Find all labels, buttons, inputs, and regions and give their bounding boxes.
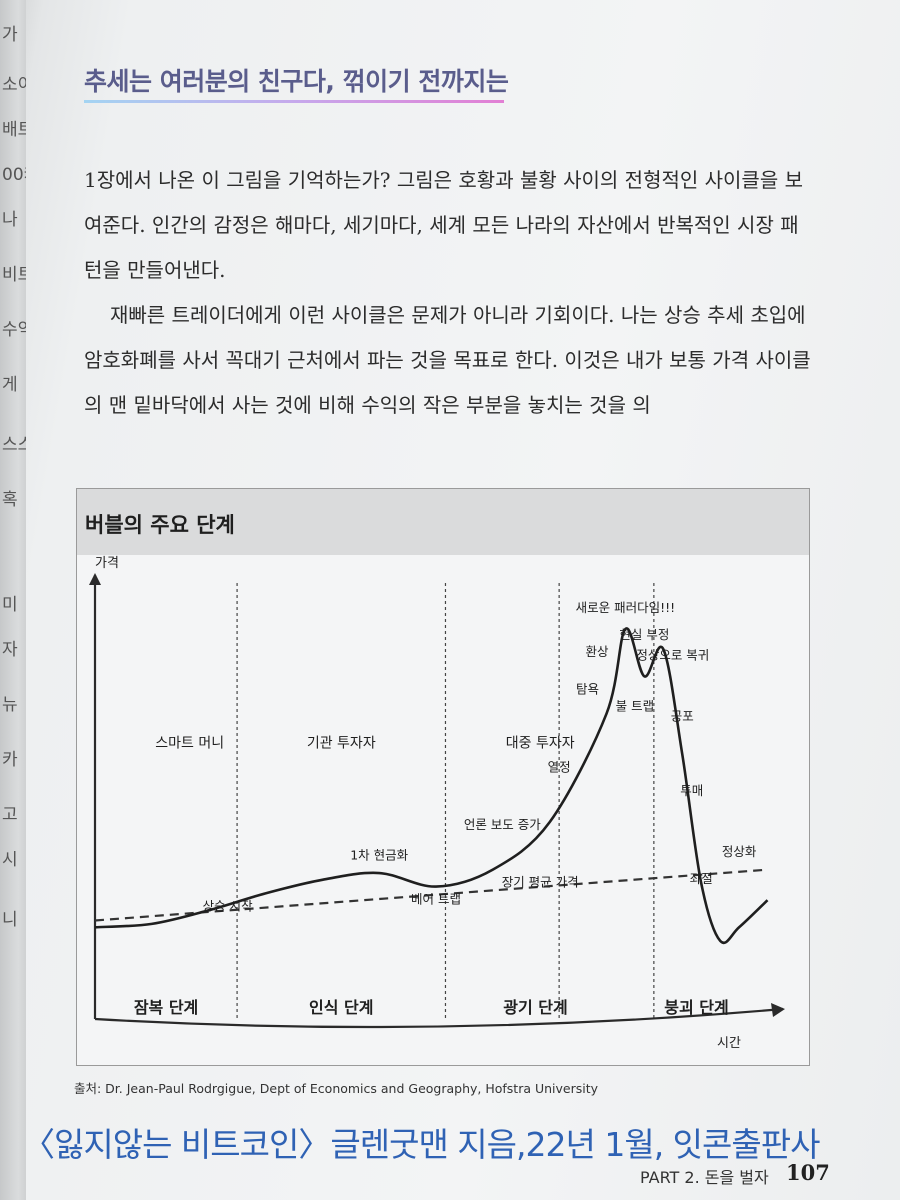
x-axis	[94, 1007, 784, 1029]
chart-annotation: 탐욕	[576, 681, 599, 696]
figure-title: 버블의 주요 단계	[85, 513, 235, 537]
prev-page-fragment: 니	[2, 910, 18, 930]
prev-page-fragment: 소이	[2, 75, 26, 95]
paragraph-text: 1장에서 나온 이 그림을 기억하는가? 그림은 호황과 불황 사이의 전형적인…	[84, 168, 803, 282]
figure-source: 출처: Dr. Jean-Paul Rodrgigue, Dept of Eco…	[74, 1081, 599, 1096]
phase-label: 광기 단계	[503, 998, 567, 1017]
footer-part-label: PART 2. 돈을 벌자	[640, 1168, 769, 1187]
prev-page-fragment: 수익	[2, 320, 26, 340]
prev-page-fragment: 뉴	[2, 695, 18, 715]
chart-annotation: 베어 트랩	[411, 892, 461, 907]
chart-annotation: 불 트랩	[616, 698, 654, 713]
y-axis-label: 가격	[95, 556, 119, 571]
x-axis-arrow	[771, 1003, 785, 1017]
participant-label: 기관 투자자	[307, 736, 376, 752]
x-axis-label: 시간	[717, 1036, 741, 1051]
prev-page-fragment: 가	[2, 25, 18, 45]
chart-annotation: 정상으로 복귀	[636, 647, 709, 662]
chart-annotation: 열정	[548, 759, 571, 774]
body-paragraph-2: 재빠른 트레이더에게 이런 사이클은 문제가 아니라 기회이다. 나는 상승 추…	[84, 293, 814, 428]
chart-annotation: 투매	[680, 783, 703, 798]
phase-label: 인식 단계	[309, 998, 373, 1017]
prev-page-fragment: 시	[2, 850, 18, 870]
chart-annotation: 상승 시작	[203, 898, 253, 913]
paragraph-text: 재빠른 트레이더에게 이런 사이클은 문제가 아니라 기회이다. 나는 상승 추…	[84, 303, 811, 417]
headline-underline	[84, 100, 504, 103]
body-paragraph-1: 1장에서 나온 이 그림을 기억하는가? 그림은 호황과 불황 사이의 전형적인…	[84, 158, 814, 293]
participant-label: 대중 투자자	[506, 736, 575, 752]
participant-label: 스마트 머니	[155, 736, 224, 752]
book-caption: 〈잃지않는 비트코인〉글렌굿맨 지음,22년 1월, 잇콘출판사	[22, 1125, 820, 1164]
prev-page-fragment: 고	[2, 805, 18, 825]
prev-page-fragment: 비트	[2, 265, 26, 285]
chart-annotation: 공포	[671, 708, 694, 723]
y-axis-arrow	[89, 573, 101, 585]
section-headline: 추세는 여러분의 친구다, 꺾이기 전까지는	[84, 67, 509, 96]
chart-annotation: 언론 보도 증가	[464, 817, 541, 832]
chart-annotation: 좌절	[690, 871, 713, 886]
phase-label: 붕괴 단계	[664, 998, 728, 1017]
price-curve	[94, 627, 769, 945]
prev-page-fragment: 나	[2, 210, 18, 230]
chart-annotation: 현실 부정	[619, 627, 669, 642]
prev-page-fragment: 00캐	[2, 165, 26, 185]
prev-page-fragment: 혹	[2, 490, 18, 510]
prev-page-fragment: 미	[2, 595, 18, 615]
chart-annotation: 정상화	[722, 844, 757, 859]
prev-page-fragment: 카	[2, 750, 18, 770]
prev-page-fragment: 자	[2, 640, 18, 660]
chart-annotation: 장기 평균 가격	[502, 875, 579, 890]
page-number: 107	[786, 1160, 830, 1185]
prev-page-fragment: 스스	[2, 435, 26, 455]
prev-page-fragment: 게	[2, 375, 18, 395]
chart-annotation: 1차 현금화	[350, 847, 408, 862]
chart-annotation: 환상	[586, 644, 610, 659]
prev-page-fragment: 배트	[2, 120, 26, 140]
phase-label: 잠복 단계	[134, 998, 198, 1017]
figure-header: 버블의 주요 단계	[77, 489, 809, 555]
chart-annotation: 새로운 패러다임!!!	[576, 600, 676, 615]
